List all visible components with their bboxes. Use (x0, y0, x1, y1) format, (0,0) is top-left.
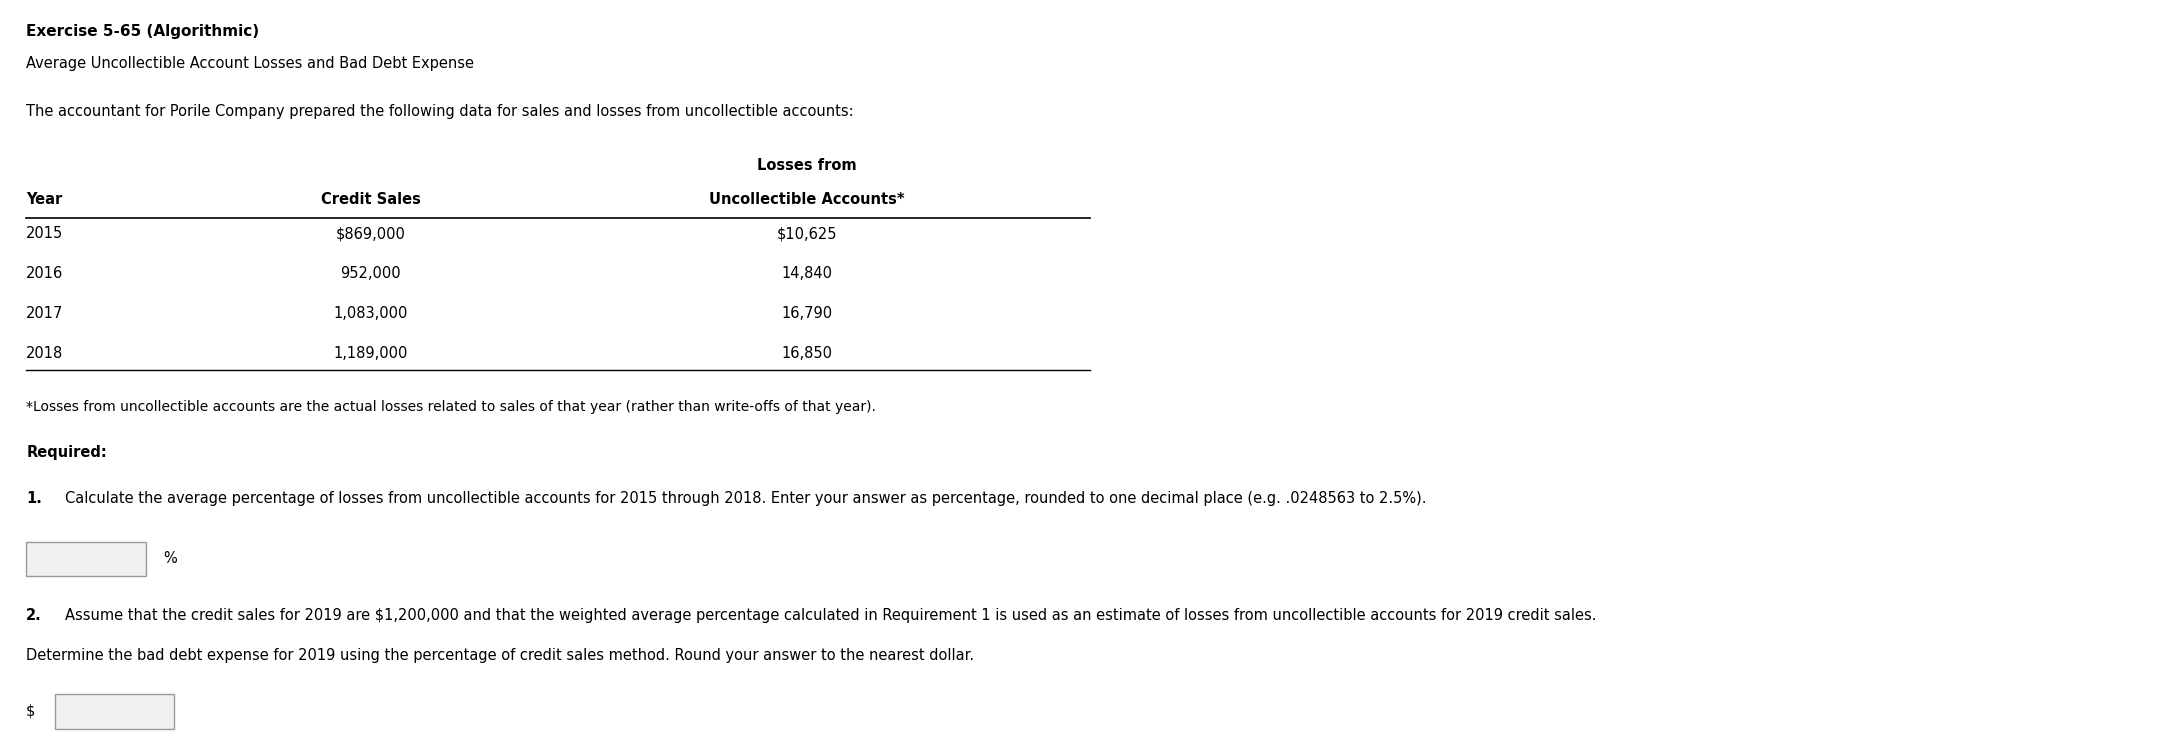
Text: 2017: 2017 (26, 306, 63, 321)
Text: $: $ (26, 704, 35, 719)
FancyBboxPatch shape (54, 694, 174, 729)
Text: Average Uncollectible Account Losses and Bad Debt Expense: Average Uncollectible Account Losses and… (26, 56, 475, 71)
Text: Exercise 5-65 (Algorithmic): Exercise 5-65 (Algorithmic) (26, 24, 259, 39)
Text: The accountant for Porile Company prepared the following data for sales and loss: The accountant for Porile Company prepar… (26, 104, 855, 119)
Text: 1,083,000: 1,083,000 (334, 306, 408, 321)
Text: Credit Sales: Credit Sales (320, 192, 421, 208)
Text: $869,000: $869,000 (336, 226, 405, 241)
Text: Losses from: Losses from (756, 158, 857, 173)
Text: 14,840: 14,840 (780, 266, 833, 281)
Text: 2015: 2015 (26, 226, 63, 241)
Text: %: % (164, 551, 177, 566)
Text: 1,189,000: 1,189,000 (334, 347, 408, 361)
Text: Assume that the credit sales for 2019 are $1,200,000 and that the weighted avera: Assume that the credit sales for 2019 ar… (65, 608, 1598, 623)
Text: Year: Year (26, 192, 63, 208)
Text: 16,850: 16,850 (780, 347, 833, 361)
Text: 2018: 2018 (26, 347, 63, 361)
Text: 1.: 1. (26, 490, 41, 506)
FancyBboxPatch shape (26, 542, 146, 577)
Text: Required:: Required: (26, 445, 107, 460)
Text: Uncollectible Accounts*: Uncollectible Accounts* (708, 192, 905, 208)
Text: 16,790: 16,790 (780, 306, 833, 321)
Text: *Losses from uncollectible accounts are the actual losses related to sales of th: *Losses from uncollectible accounts are … (26, 400, 876, 414)
Text: Calculate the average percentage of losses from uncollectible accounts for 2015 : Calculate the average percentage of loss… (65, 490, 1428, 506)
Text: 952,000: 952,000 (340, 266, 401, 281)
Text: $10,625: $10,625 (776, 226, 837, 241)
Text: 2.: 2. (26, 608, 41, 623)
Text: 2016: 2016 (26, 266, 63, 281)
Text: Determine the bad debt expense for 2019 using the percentage of credit sales met: Determine the bad debt expense for 2019 … (26, 649, 974, 663)
